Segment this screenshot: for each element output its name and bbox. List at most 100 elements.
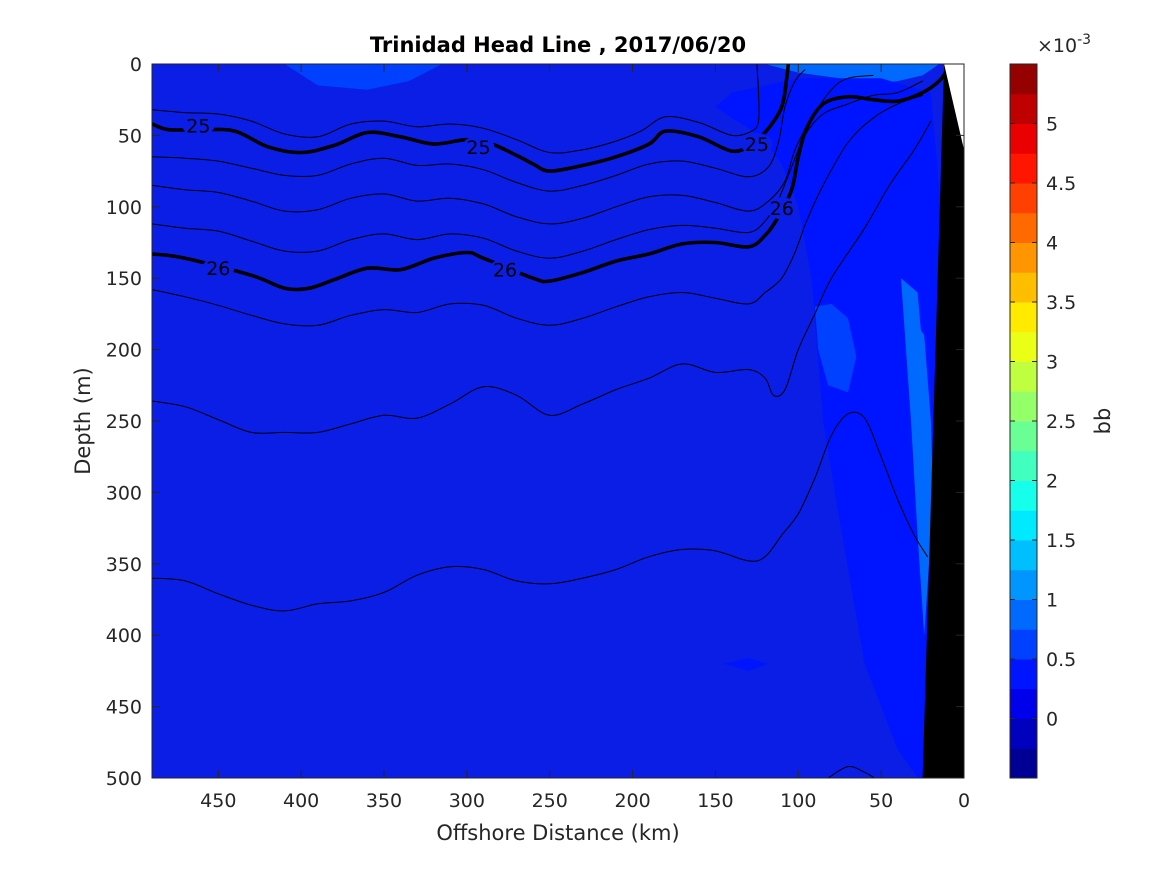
y-tick-label: 200 (106, 340, 142, 362)
colorbar-tick-label: 0 (1046, 709, 1058, 731)
fill-region (284, 64, 442, 90)
colorbar-band (1010, 599, 1037, 630)
x-axis-ticks: 450 400 350 300 250 200 150 100 50 0 (200, 64, 970, 812)
x-tick-label: 100 (780, 790, 816, 812)
colorbar-tick-label: 4 (1046, 233, 1058, 255)
contour-label: 26 (493, 260, 517, 282)
fill-region (814, 303, 857, 393)
colorbar-band (1010, 569, 1037, 600)
contour-label-gap (182, 114, 215, 137)
contour-line (827, 765, 875, 778)
contour-label: 26 (770, 198, 794, 220)
seafloor-shelf (922, 64, 964, 778)
y-tick-label: 500 (106, 768, 142, 790)
colorbar-bands (1010, 64, 1037, 779)
colorbar-band (1010, 302, 1037, 333)
contour-line (152, 94, 924, 327)
colorbar-band (1010, 212, 1037, 243)
colorbar-band (1010, 391, 1037, 422)
colorbar-band (1010, 242, 1037, 273)
colorbar-band (1010, 64, 1037, 95)
density-contour-lines (152, 64, 950, 778)
fill-region (723, 658, 769, 671)
x-tick-label: 200 (614, 790, 650, 812)
contour-label-gap (462, 135, 495, 158)
y-tick-label: 300 (106, 482, 142, 504)
contour-line (152, 411, 928, 612)
x-tick-label: 350 (366, 790, 402, 812)
colorbar-band (1010, 659, 1037, 690)
colorbar-band (1010, 450, 1037, 481)
x-tick-label: 50 (869, 790, 893, 812)
colorbar-band (1010, 123, 1037, 154)
colorbar-tick-label: 2 (1046, 471, 1058, 493)
x-tick-label: 400 (283, 790, 319, 812)
colorbar-band (1010, 629, 1037, 660)
y-axis-ticks: 0 50 100 150 200 250 300 350 400 450 500 (106, 54, 964, 790)
colorbar-tick-label: 0.5 (1046, 649, 1076, 671)
y-tick-label: 0 (130, 54, 142, 76)
y-tick-label: 50 (118, 125, 142, 147)
y-tick-label: 150 (106, 268, 142, 290)
colorbar-multiplier-exponent: -3 (1077, 32, 1091, 48)
y-tick-label: 400 (106, 625, 142, 647)
colorbar-band (1010, 421, 1037, 452)
y-axis-label: Depth (m) (71, 367, 95, 474)
colorbar-band (1010, 93, 1037, 124)
colorbar-tick-label: 1.5 (1046, 530, 1076, 552)
colorbar-band (1010, 153, 1037, 184)
colorbar-tick-label: 2.5 (1046, 411, 1076, 433)
colorbar-band (1010, 540, 1037, 571)
colorbar-tick-label: 3.5 (1046, 292, 1076, 314)
colorbar-tick-label: 4.5 (1046, 173, 1076, 195)
x-tick-label: 450 (200, 790, 236, 812)
contour-line (152, 74, 874, 225)
fill-region (765, 64, 940, 84)
y-tick-label: 350 (106, 554, 142, 576)
y-tick-label: 250 (106, 411, 142, 433)
contour-label-gap (488, 258, 521, 281)
contour-label: 25 (745, 134, 769, 156)
fill-region (715, 78, 941, 778)
colorbar-band (1010, 272, 1037, 303)
contour-label-gap (765, 197, 798, 220)
bathymetry-mask (922, 64, 964, 778)
y-tick-label: 450 (106, 697, 142, 719)
colorbar-band (1010, 718, 1037, 749)
backscatter-fill-regions (284, 64, 941, 778)
colorbar-band (1010, 331, 1037, 362)
colorbar-band (1010, 183, 1037, 214)
colorbar-tick-label: 1 (1046, 590, 1058, 612)
contour-label: 25 (466, 137, 490, 159)
contour-line (152, 64, 760, 154)
fill-region (914, 321, 935, 536)
colorbar: 0 0.5 1 1.5 2 2.5 3 3.5 4 4.5 5 bb ×10-3 (1009, 32, 1115, 779)
contour-line-bold (152, 67, 950, 292)
colorbar-band (1010, 688, 1037, 719)
colorbar-band (1010, 361, 1037, 392)
plot-area: 25 25 25 26 26 26 (151, 63, 965, 779)
colorbar-tick-label: 5 (1046, 114, 1058, 136)
chart-title: Trinidad Head Line , 2017/06/20 (370, 33, 746, 57)
x-tick-label: 150 (697, 790, 733, 812)
colorbar-ticks: 0 0.5 1 1.5 2 2.5 3 3.5 4 4.5 5 (1010, 114, 1076, 731)
contour-label: 26 (206, 258, 230, 280)
contour-line (152, 69, 806, 192)
contour-label: 25 (186, 115, 210, 137)
colorbar-band (1010, 510, 1037, 541)
x-tick-label: 0 (958, 790, 970, 812)
contour-line (152, 80, 924, 259)
contour-line (152, 120, 932, 434)
x-tick-label: 300 (449, 790, 485, 812)
colorbar-band (1010, 748, 1037, 779)
contour-labels: 25 25 25 26 26 26 (182, 114, 798, 282)
colorbar-label: bb (1091, 408, 1115, 435)
contour-label-gap (740, 132, 773, 155)
colorbar-tick-label: 3 (1046, 352, 1058, 374)
fill-region (889, 149, 935, 736)
y-tick-label: 100 (106, 197, 142, 219)
no-data-wedge (944, 64, 964, 150)
colorbar-band (1010, 480, 1037, 511)
x-axis-label: Offshore Distance (km) (436, 821, 679, 845)
